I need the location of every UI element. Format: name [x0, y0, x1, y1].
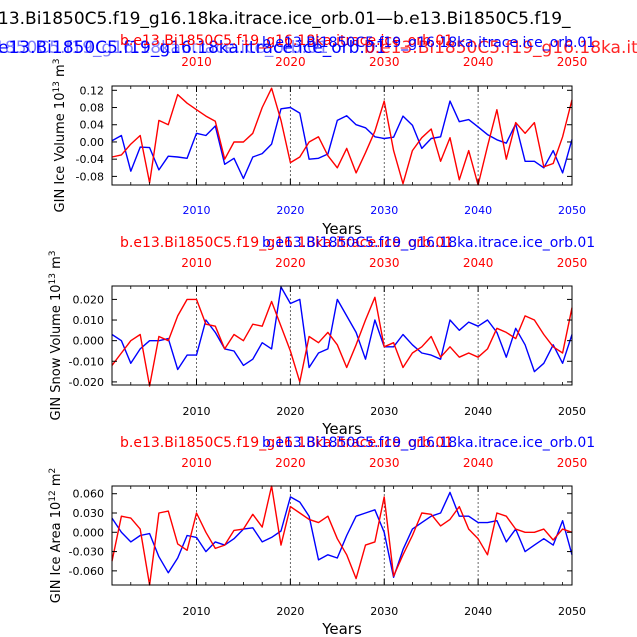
- chart-panel-1: b.e13.Bi1850C5.f19_g16.18ka.itrace.ice_o…: [52, 33, 595, 238]
- y-tick-label: -0.030: [69, 546, 104, 559]
- y-tick-label: 0.000: [73, 335, 105, 348]
- bottom-tick-label-blue: 2030: [370, 204, 398, 217]
- y-tick-label: -0.04: [76, 153, 104, 166]
- top-label-red: b.e13.Bi1850C5.f19_g16.18ka.itrace.ice_o…: [120, 33, 453, 49]
- top-label-red: b.e13.Bi1850C5.f19_g16.18ka.itrace.ice_o…: [120, 235, 453, 251]
- figure-title-red: b.e13.Bi1850C5.f19_g16.18ka.itra: [364, 38, 637, 58]
- bottom-tick-label: 2010: [182, 605, 210, 618]
- top-tick-label: 2050: [557, 456, 588, 470]
- y-tick-label: 0.000: [73, 526, 105, 539]
- top-tick-label: 2020: [275, 256, 306, 270]
- y-tick-label: 0.020: [73, 293, 105, 306]
- top-label-red: b.e13.Bi1850C5.f19_g16.18ka.itrace.ice_o…: [120, 435, 453, 451]
- figure-title-black: 13.Bi1850C5.f19_g16.18ka.itrace.ice_orb.…: [0, 9, 571, 29]
- series-line-red: [111, 296, 573, 387]
- bottom-tick-label: 2040: [464, 405, 492, 418]
- y-tick-label: -0.020: [69, 376, 104, 389]
- top-label-blue: b.e13.Bi1850C5.f19_g16.18ka.itrace.ice_o…: [262, 235, 595, 251]
- top-tick-label: 2030: [369, 456, 400, 470]
- top-label-blue: b.e13.Bi1850C5.f19_g16.18ka.itrace.ice_o…: [262, 435, 595, 451]
- top-label-blue: b.e13.Bi1850C5.f19_g16.18ka.itrace.ice_o…: [262, 35, 595, 51]
- top-tick-label: 2020: [275, 55, 306, 69]
- y-tick-label: 0.010: [73, 314, 105, 327]
- figure-title-blue-ghost: b.e13.Bi1850C5.f19_g16.18ka.itrace.ice_o…: [0, 38, 329, 58]
- y-tick-label: 0.030: [73, 507, 105, 520]
- y-tick-label: 0.04: [80, 119, 105, 132]
- bottom-tick-label-blue: 2020: [276, 204, 304, 217]
- bottom-tick-label: 2050: [558, 405, 586, 418]
- bottom-tick-label: 2040: [464, 605, 492, 618]
- bottom-tick-label-blue: 2010: [182, 204, 210, 217]
- y-tick-label: -0.060: [69, 565, 104, 578]
- top-tick-label: 2010: [181, 55, 212, 69]
- x-axis-label: Years: [321, 420, 362, 438]
- bottom-tick-label-blue: 2040: [464, 204, 492, 217]
- y-axis-label: GIN Ice Volume 1013 m3: [52, 59, 68, 213]
- y-tick-label: 0.00: [80, 136, 105, 149]
- y-tick-label: 0.08: [80, 102, 105, 115]
- bottom-tick-label: 2030: [370, 605, 398, 618]
- plot-frame: [111, 285, 573, 386]
- x-axis-label: Years: [321, 620, 362, 637]
- bottom-tick-label: 2010: [182, 405, 210, 418]
- bottom-tick-label: 2030: [370, 405, 398, 418]
- bottom-tick-label: 2050: [558, 605, 586, 618]
- series-line-blue: [111, 100, 573, 180]
- bottom-tick-label: 2020: [276, 405, 304, 418]
- series-line-red: [111, 87, 573, 186]
- plot-frame: [111, 85, 573, 186]
- bottom-tick-label: 2020: [276, 605, 304, 618]
- top-tick-label: 2010: [181, 456, 212, 470]
- top-tick-label: 2050: [557, 55, 588, 69]
- y-axis-label: GIN Ice Area 1012 m2: [48, 468, 64, 603]
- chart-panel-3: b.e13.Bi1850C5.f19_g16.18ka.itrace.ice_o…: [48, 435, 595, 637]
- top-tick-label: 2040: [463, 256, 494, 270]
- top-tick-label: 2050: [557, 256, 588, 270]
- plot-frame: [111, 485, 573, 586]
- x-axis-label: Years: [321, 220, 362, 238]
- top-tick-label: 2030: [369, 55, 400, 69]
- y-tick-label: -0.08: [76, 170, 104, 183]
- y-tick-label: 0.060: [73, 488, 105, 501]
- bottom-tick-label-blue: 2050: [558, 204, 586, 217]
- top-tick-label: 2020: [275, 456, 306, 470]
- chart-panel-2: b.e13.Bi1850C5.f19_g16.18ka.itrace.ice_o…: [48, 235, 595, 438]
- figure-title-blue: e13.Bi1850C5.f19_g16.18ka.itrace.ice_orb…: [0, 38, 386, 58]
- y-axis-label: GIN Snow Volume 1013 m3: [48, 251, 64, 421]
- top-tick-label: 2040: [463, 456, 494, 470]
- series-line-red: [111, 485, 573, 586]
- y-tick-label: -0.010: [69, 355, 104, 368]
- top-tick-label: 2010: [181, 256, 212, 270]
- top-tick-label: 2030: [369, 256, 400, 270]
- top-tick-label: 2040: [463, 55, 494, 69]
- y-tick-label: 0.12: [80, 84, 105, 97]
